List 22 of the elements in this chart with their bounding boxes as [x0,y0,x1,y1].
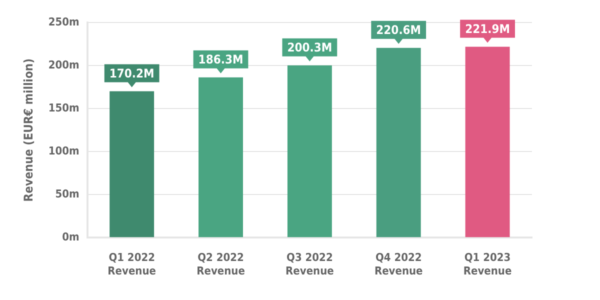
y-tick-label: 0m [62,230,80,244]
bar [287,65,332,238]
y-tick-label: 50m [55,187,80,200]
y-tick-label: 250m [48,15,80,28]
x-tick-label: Q1 2023 Revenue [463,251,512,278]
data-label: 170.2M [109,66,154,80]
x-tick-label: Q2 2022 Revenue [196,251,246,278]
y-tick-label: 100m [48,144,80,158]
bar [198,77,243,238]
y-tick-label: 200m [48,58,80,72]
data-label: 221.9M [465,22,510,36]
x-tick-label: Q1 2022 Revenue [108,251,156,278]
bar [110,91,154,238]
x-tick-label: Q3 2022 Revenue [286,251,334,278]
y-tick-label: 150m [48,101,80,114]
bar [465,46,510,238]
data-label: 220.6M [376,23,422,38]
y-axis-title: Revenue (EUR€ million) [21,58,36,202]
data-label: 186.3M [198,52,244,67]
data-label: 200.3M [287,40,332,54]
x-tick-label: Q4 2022 Revenue [374,251,424,278]
bar [376,48,421,238]
